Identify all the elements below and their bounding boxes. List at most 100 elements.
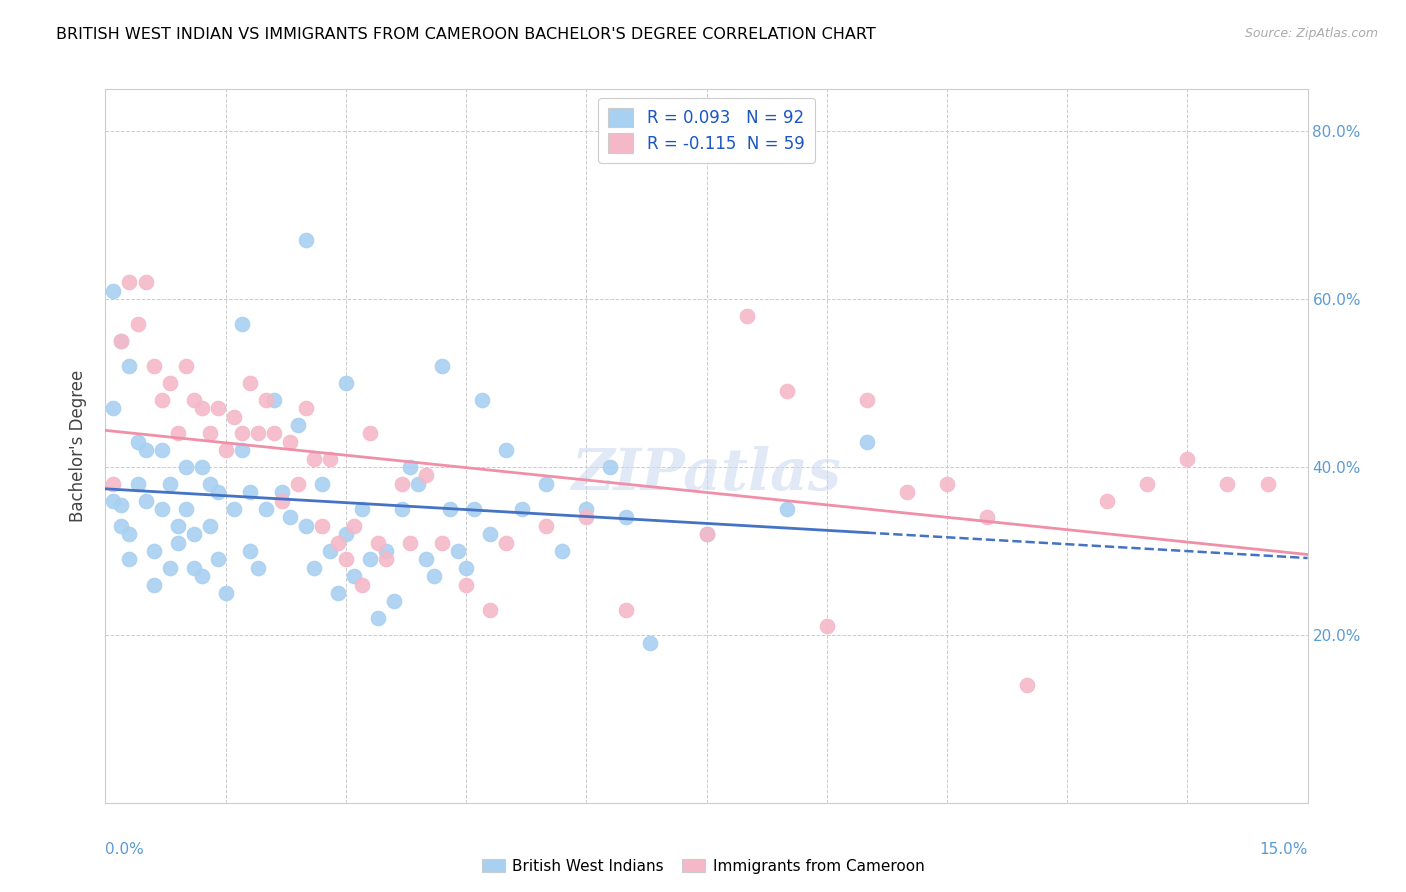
Point <box>287 417 309 432</box>
Point <box>575 502 598 516</box>
Point <box>198 426 221 441</box>
Point <box>135 443 157 458</box>
Point <box>319 544 342 558</box>
Point <box>150 443 173 458</box>
Point <box>326 535 349 549</box>
Point <box>239 544 262 558</box>
Point <box>326 586 349 600</box>
Point <box>1136 476 1159 491</box>
Point <box>118 275 141 289</box>
Point <box>103 476 125 491</box>
Point <box>135 493 157 508</box>
Point <box>311 476 333 491</box>
Point <box>263 426 285 441</box>
Point <box>447 544 470 558</box>
Legend: R = 0.093   N = 92, R = -0.115  N = 59: R = 0.093 N = 92, R = -0.115 N = 59 <box>599 97 814 162</box>
Point <box>166 426 188 441</box>
Point <box>359 552 381 566</box>
Point <box>534 476 557 491</box>
Point <box>406 476 429 491</box>
Text: 0.0%: 0.0% <box>105 842 145 857</box>
Point <box>207 401 229 416</box>
Point <box>246 560 269 574</box>
Point <box>295 401 318 416</box>
Point <box>495 443 517 458</box>
Point <box>150 392 173 407</box>
Point <box>207 485 229 500</box>
Point <box>616 510 638 524</box>
Point <box>350 502 373 516</box>
Point <box>190 401 212 416</box>
Point <box>423 569 446 583</box>
Point <box>696 527 718 541</box>
Point <box>374 552 398 566</box>
Point <box>110 334 132 348</box>
Point <box>640 636 662 650</box>
Point <box>399 535 422 549</box>
Point <box>190 569 212 583</box>
Point <box>471 392 494 407</box>
Point <box>142 544 165 558</box>
Point <box>118 527 141 541</box>
Point <box>479 603 502 617</box>
Point <box>270 485 292 500</box>
Point <box>399 460 422 475</box>
Point <box>159 376 181 390</box>
Point <box>382 594 405 608</box>
Point <box>198 518 221 533</box>
Point <box>278 434 301 449</box>
Point <box>391 476 413 491</box>
Point <box>142 577 165 591</box>
Point <box>454 560 477 574</box>
Point <box>815 619 838 633</box>
Point <box>174 460 197 475</box>
Point <box>1097 493 1119 508</box>
Point <box>343 518 366 533</box>
Point <box>118 552 141 566</box>
Point <box>855 434 877 449</box>
Point <box>575 510 598 524</box>
Point <box>239 376 262 390</box>
Point <box>110 498 132 512</box>
Point <box>231 426 253 441</box>
Point <box>311 518 333 533</box>
Point <box>142 359 165 374</box>
Point <box>776 502 799 516</box>
Point <box>254 392 277 407</box>
Point <box>976 510 998 524</box>
Point <box>295 518 318 533</box>
Point <box>263 392 285 407</box>
Point <box>270 493 292 508</box>
Point <box>127 434 149 449</box>
Point <box>463 502 485 516</box>
Text: Source: ZipAtlas.com: Source: ZipAtlas.com <box>1244 27 1378 40</box>
Point <box>246 426 269 441</box>
Point <box>936 476 959 491</box>
Point <box>110 518 132 533</box>
Point <box>1017 678 1039 692</box>
Point <box>599 460 621 475</box>
Point <box>1177 451 1199 466</box>
Point <box>479 527 502 541</box>
Point <box>696 527 718 541</box>
Point <box>231 318 253 332</box>
Point <box>776 384 799 399</box>
Point <box>127 318 149 332</box>
Point <box>430 535 453 549</box>
Point <box>1216 476 1239 491</box>
Point <box>374 544 398 558</box>
Point <box>118 359 141 374</box>
Point <box>183 392 205 407</box>
Point <box>190 460 212 475</box>
Point <box>166 535 188 549</box>
Point <box>302 560 325 574</box>
Point <box>1257 476 1279 491</box>
Point <box>495 535 517 549</box>
Point <box>319 451 342 466</box>
Point <box>335 376 357 390</box>
Legend: British West Indians, Immigrants from Cameroon: British West Indians, Immigrants from Ca… <box>475 853 931 880</box>
Point <box>343 569 366 583</box>
Point <box>415 552 437 566</box>
Point <box>214 586 236 600</box>
Point <box>174 359 197 374</box>
